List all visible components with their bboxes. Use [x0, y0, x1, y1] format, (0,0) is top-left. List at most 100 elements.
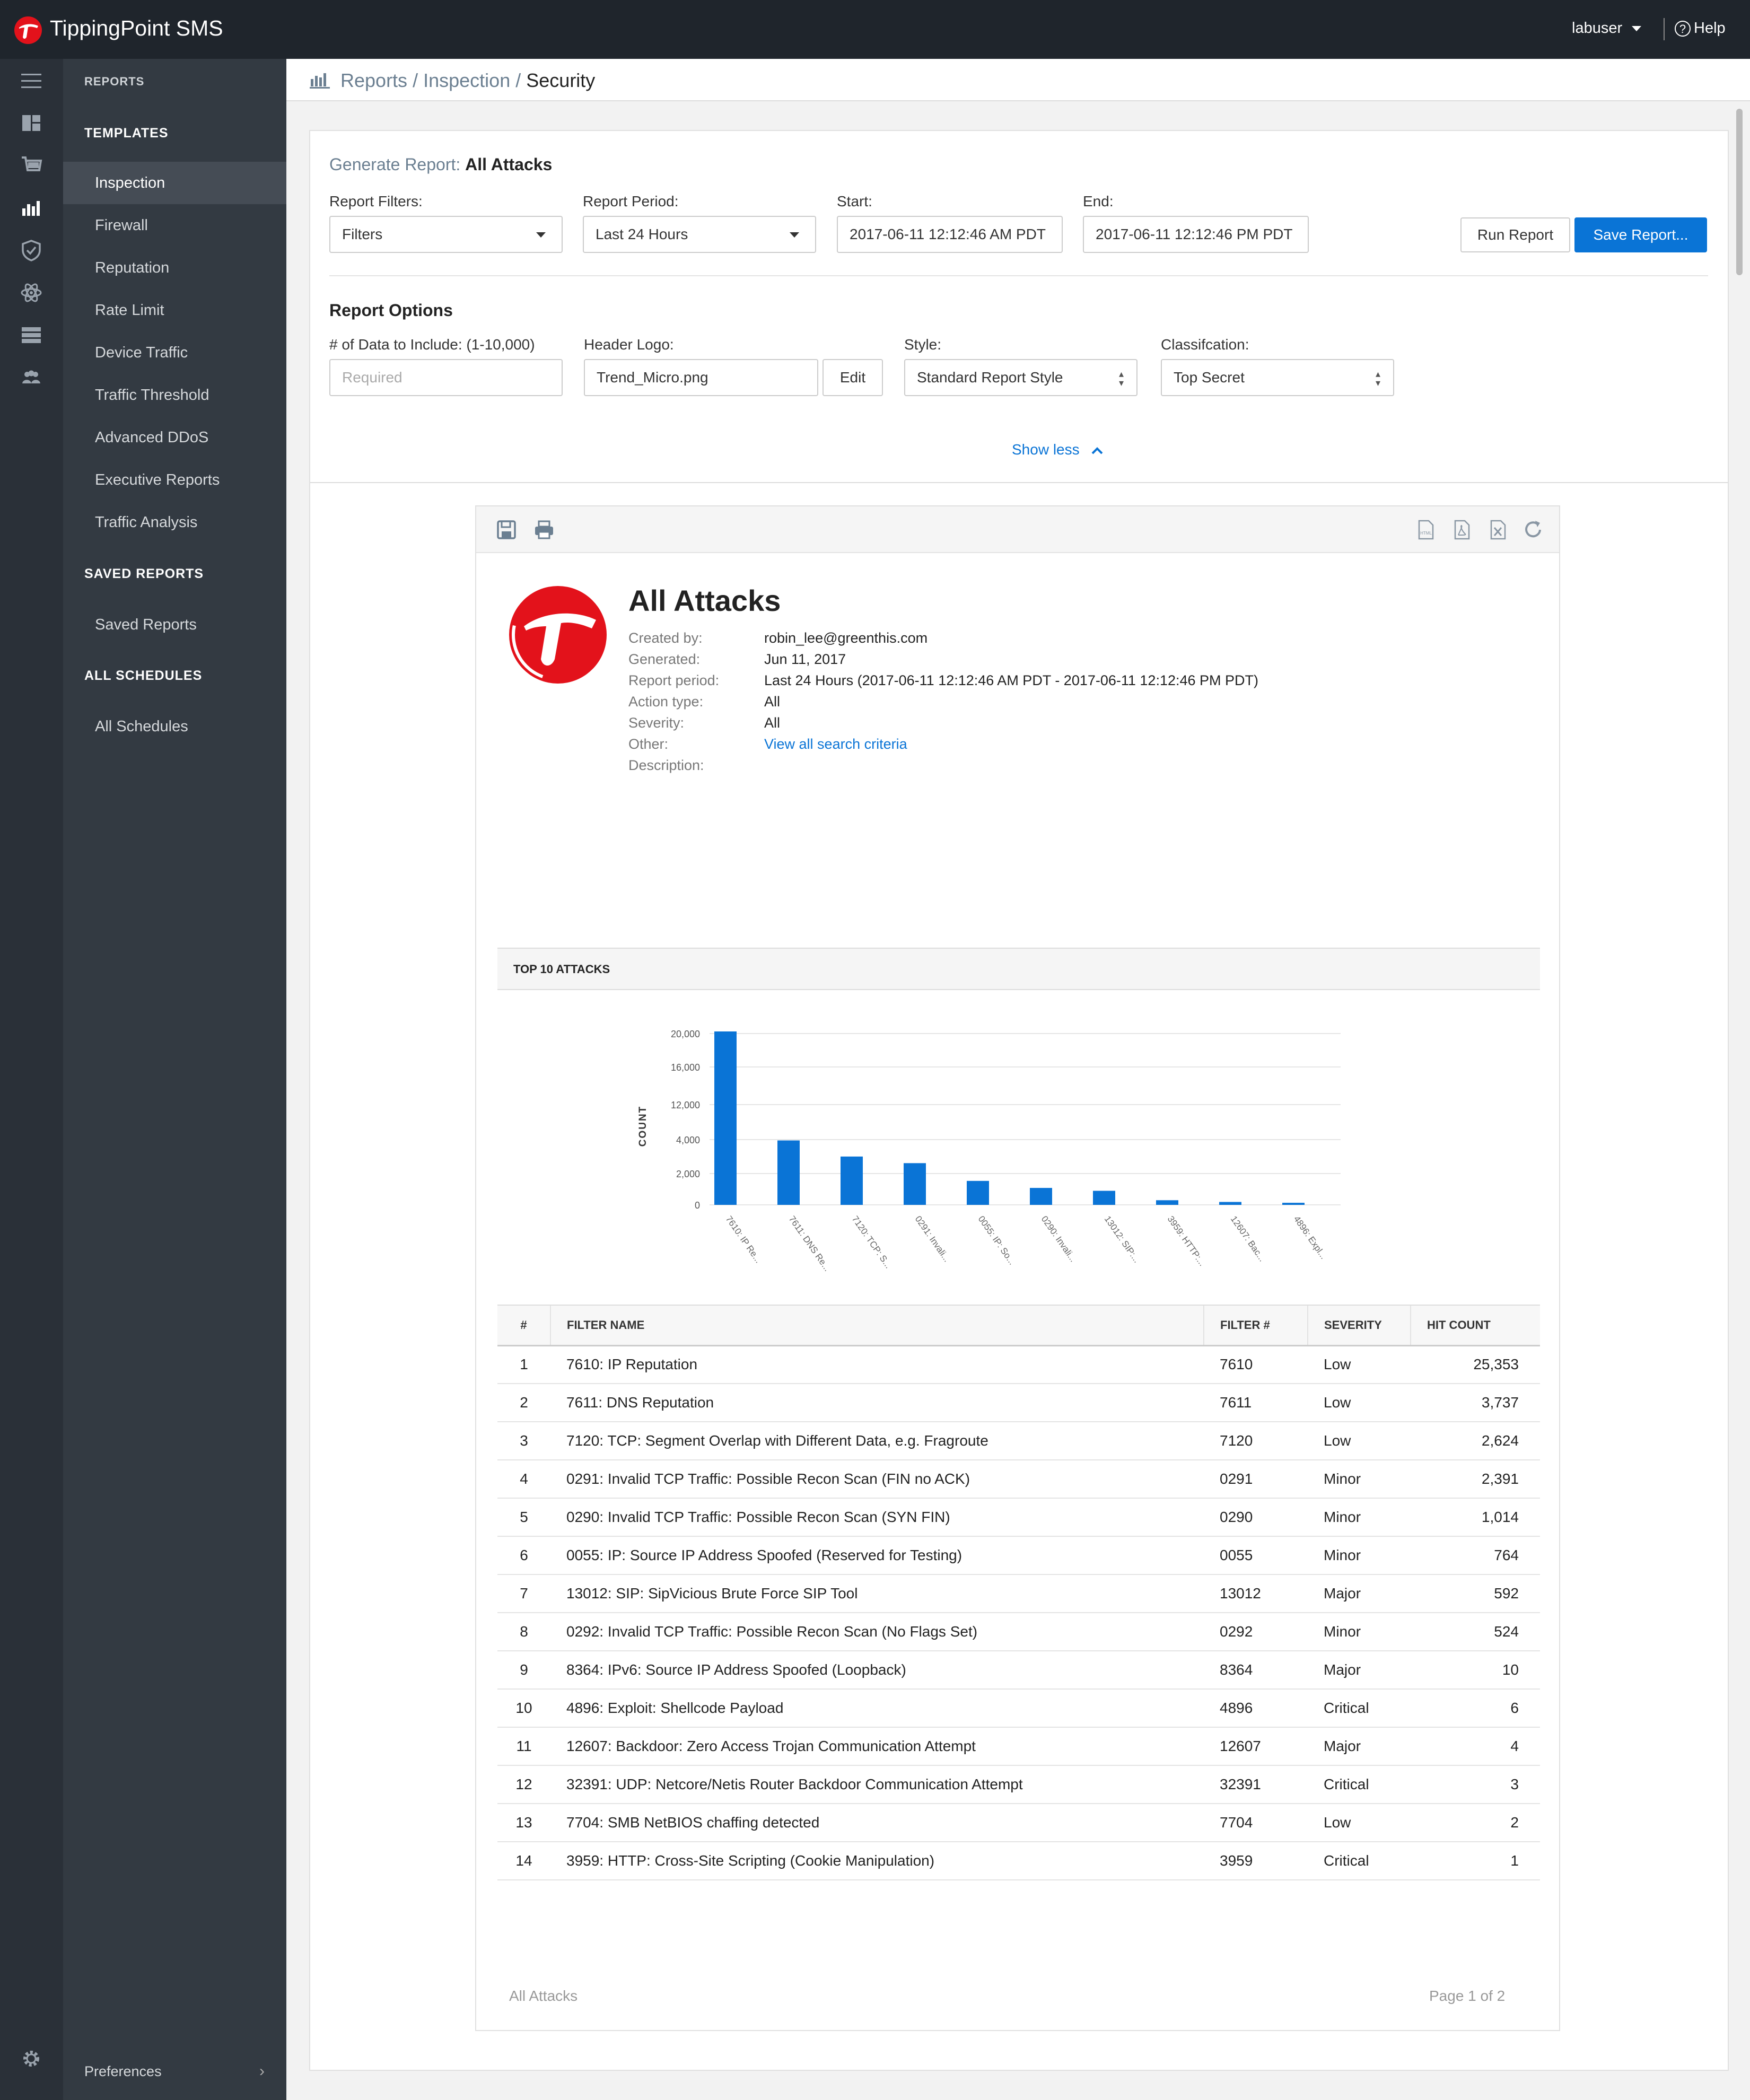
shield-icon[interactable] — [20, 239, 42, 261]
pdf-file-icon[interactable] — [1451, 519, 1472, 540]
sidebar-item-inspection[interactable]: Inspection — [63, 162, 286, 204]
row-index: 3 — [497, 1422, 550, 1460]
classification-label: Classifcation: — [1161, 336, 1249, 353]
user-menu[interactable]: labuser — [1572, 20, 1642, 37]
classification-select[interactable]: Top Secret ▴ ▾ — [1161, 359, 1394, 396]
breadcrumb-reports[interactable]: Reports — [340, 69, 408, 91]
sidebar-item-rate-limit[interactable]: Rate Limit — [95, 302, 164, 319]
row-hit-count: 1,014 — [1411, 1498, 1540, 1537]
help-label[interactable]: Help — [1694, 20, 1726, 37]
report-filters-value[interactable]: Filters — [342, 226, 383, 242]
col-header-filter-number[interactable]: FILTER # — [1203, 1305, 1308, 1346]
save-report-button[interactable]: Save Report... — [1574, 217, 1707, 252]
sidebar-item-saved-reports[interactable]: Saved Reports — [95, 616, 197, 633]
classification-value[interactable]: Top Secret — [1174, 369, 1245, 386]
trend-micro-logo[interactable] — [14, 16, 42, 45]
show-less-toggle[interactable]: Show less — [1012, 441, 1104, 458]
end-label: End: — [1083, 193, 1114, 209]
style-value[interactable]: Standard Report Style — [917, 369, 1063, 386]
scrollbar[interactable] — [1736, 109, 1743, 275]
refresh-icon[interactable] — [1522, 519, 1544, 540]
col-header-filter-name[interactable]: FILTER NAME — [550, 1305, 1204, 1346]
end-field[interactable]: 2017-06-11 12:12:46 PM PDT — [1083, 216, 1309, 253]
row-filter-name: 0055: IP: Source IP Address Spoofed (Res… — [550, 1536, 1204, 1575]
col-header-index[interactable]: # — [497, 1305, 550, 1346]
breadcrumb-current: Security — [526, 69, 596, 91]
table-row: 5 0290: Invalid TCP Traffic: Possible Rec… — [497, 1498, 1540, 1537]
reports-heading: REPORTS — [84, 75, 145, 88]
row-hit-count: 1 — [1411, 1842, 1540, 1880]
sidebar-item-all-schedules[interactable]: All Schedules — [95, 718, 188, 735]
meta-action-type: All — [764, 694, 781, 710]
row-filter-number: 4896 — [1204, 1689, 1308, 1728]
meta-key: Generated: — [628, 651, 701, 667]
caret-down-icon[interactable] — [536, 232, 546, 238]
row-filter-number: 7120 — [1204, 1422, 1308, 1460]
chevron-down-icon[interactable] — [1632, 26, 1642, 32]
excel-file-icon[interactable] — [1487, 519, 1508, 540]
dashboard-icon[interactable] — [20, 112, 42, 134]
chevron-up-icon[interactable] — [1091, 447, 1104, 455]
col-header-hit-count[interactable]: HIT COUNT — [1410, 1305, 1540, 1346]
data-include-input[interactable]: Required — [329, 359, 563, 396]
caret-down-icon[interactable] — [790, 232, 799, 238]
chart-bar — [1093, 1191, 1115, 1205]
report-title: All Attacks — [628, 584, 781, 617]
users-icon[interactable] — [20, 366, 42, 389]
x-tick-label: 4896: Expl... — [1292, 1214, 1329, 1261]
start-field[interactable]: 2017-06-11 12:12:46 AM PDT — [837, 216, 1063, 253]
report-options-heading: Report Options — [329, 301, 453, 320]
chart-title: TOP 10 ATTACKS — [513, 962, 610, 976]
sidebar-item-device-traffic[interactable]: Device Traffic — [95, 344, 188, 361]
chevron-right-icon[interactable]: › — [259, 2062, 265, 2080]
col-header-severity[interactable]: SEVERITY — [1307, 1305, 1411, 1346]
row-hit-count: 3 — [1411, 1765, 1540, 1804]
data-include-label: # of Data to Include: (1-10,000) — [329, 336, 535, 353]
header-logo-field[interactable]: Trend_Micro.png — [584, 359, 818, 396]
help-icon[interactable]: ? — [1675, 21, 1691, 37]
save-icon[interactable] — [496, 519, 517, 540]
report-filters-select[interactable]: Filters — [329, 216, 563, 253]
settings-gear-icon[interactable] — [20, 2048, 42, 2070]
divider — [1664, 18, 1665, 40]
html-file-icon[interactable]: HTML — [1415, 519, 1436, 540]
view-search-criteria-link[interactable]: View all search criteria — [764, 736, 907, 752]
preferences-link[interactable]: Preferences — [84, 2063, 162, 2079]
generate-report-heading: Generate Report: All Attacks — [329, 155, 552, 174]
help-link[interactable]: ? Help — [1675, 20, 1726, 37]
devices-icon[interactable] — [20, 324, 42, 346]
style-select[interactable]: Standard Report Style ▴ ▾ — [904, 359, 1138, 396]
all-schedules-heading: ALL SCHEDULES — [84, 668, 203, 683]
show-less-label[interactable]: Show less — [1012, 441, 1080, 458]
menu-icon[interactable] — [20, 69, 42, 92]
sidebar-item-advanced-ddos[interactable]: Advanced DDoS — [95, 429, 209, 446]
row-index: 10 — [497, 1689, 550, 1728]
sidebar-item-traffic-analysis[interactable]: Traffic Analysis — [95, 514, 198, 531]
row-index: 6 — [497, 1536, 550, 1575]
events-icon[interactable] — [20, 154, 42, 177]
breadcrumb-inspection[interactable]: Inspection — [423, 69, 511, 91]
row-hit-count: 592 — [1411, 1574, 1540, 1613]
atom-icon[interactable] — [20, 282, 42, 304]
sort-arrows-icon[interactable]: ▴ ▾ — [1118, 369, 1124, 388]
app-title: TippingPoint SMS — [50, 16, 223, 40]
sort-arrows-icon[interactable]: ▴ ▾ — [1375, 369, 1380, 388]
report-period-value[interactable]: Last 24 Hours — [596, 226, 688, 242]
row-severity: Minor — [1308, 1498, 1411, 1537]
top-attacks-chart: 0 2,000 4,000 12,000 16,000 20,000 COUNT 7610: … — [637, 1029, 1341, 1273]
chart-bar — [967, 1180, 989, 1205]
reports-icon[interactable] — [20, 197, 42, 219]
sidebar-item-traffic-threshold[interactable]: Traffic Threshold — [95, 387, 209, 404]
user-name[interactable]: labuser — [1572, 20, 1623, 37]
edit-logo-button[interactable]: Edit — [822, 359, 883, 396]
sidebar-item-executive-reports[interactable]: Executive Reports — [95, 471, 220, 488]
print-icon[interactable] — [533, 519, 555, 540]
breadcrumb: Reports / Inspection / Security — [340, 69, 595, 92]
generate-report-prefix: Generate Report: — [329, 155, 461, 174]
sidebar-item-reputation[interactable]: Reputation — [95, 259, 170, 276]
sidebar-item-firewall[interactable]: Firewall — [95, 217, 148, 234]
report-period-select[interactable]: Last 24 Hours — [583, 216, 816, 253]
run-report-button[interactable]: Run Report — [1460, 217, 1570, 252]
row-hit-count: 764 — [1411, 1536, 1540, 1575]
row-index: 11 — [497, 1727, 550, 1766]
